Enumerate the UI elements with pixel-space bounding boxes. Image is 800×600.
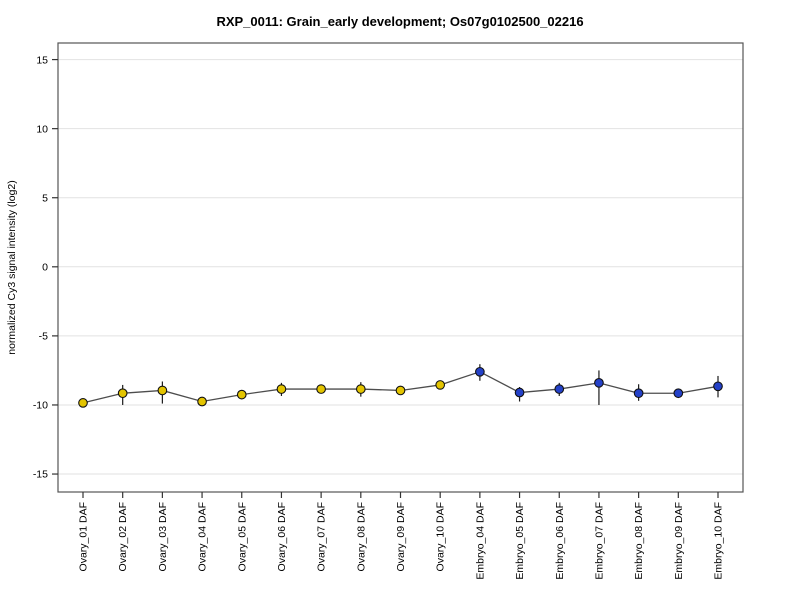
x-tick-label: Ovary_09 DAF <box>395 502 407 571</box>
data-point <box>276 384 287 394</box>
chart-title: RXP_0011: Grain_early development; Os07g… <box>216 14 583 29</box>
y-tick-label: -10 <box>33 400 48 412</box>
y-tick-label: 0 <box>42 261 48 273</box>
axes-layer: 15 10 5 0 -5 -10 -15 Ovary_01 DAF Ovary_02 DAF Ov… <box>33 42 744 580</box>
x-tick-label: Embryo_06 DAF <box>554 502 566 580</box>
grid-layer <box>58 59 743 475</box>
y-tick-label: 10 <box>36 123 48 135</box>
data-point <box>475 366 485 377</box>
plot-box <box>57 42 744 493</box>
x-tick-label: Ovary_05 DAF <box>236 502 248 571</box>
x-tick-label: Ovary_02 DAF <box>117 502 129 571</box>
y-axis-title: normalized Cy3 signal intensity (log2) <box>6 180 18 355</box>
data-point <box>594 378 604 388</box>
x-tick-label: Embryo_04 DAF <box>474 502 486 580</box>
x-tick-label: Embryo_08 DAF <box>633 502 645 580</box>
data-point <box>236 389 247 400</box>
data-point <box>713 381 723 392</box>
x-tick-label: Ovary_06 DAF <box>276 502 288 571</box>
data-point <box>554 384 565 394</box>
data-layer <box>78 364 723 408</box>
data-point <box>633 388 644 399</box>
data-point <box>316 384 326 394</box>
y-tick-label: -15 <box>33 469 48 481</box>
x-tick-label: Ovary_07 DAF <box>316 502 328 571</box>
data-point <box>78 398 88 408</box>
data-point <box>157 385 168 396</box>
x-tick-label: Embryo_07 DAF <box>593 502 605 580</box>
x-tick-label: Embryo_05 DAF <box>514 502 526 580</box>
x-tick-label: Ovary_10 DAF <box>435 502 447 571</box>
data-point <box>117 388 128 399</box>
data-point <box>197 396 207 407</box>
data-point <box>435 380 446 390</box>
data-point <box>514 387 525 398</box>
y-tick-label: 15 <box>36 54 48 66</box>
y-tick-label: 5 <box>42 192 48 204</box>
x-tick-label: Embryo_10 DAF <box>713 502 725 580</box>
data-point <box>355 384 366 394</box>
x-tick-label: Ovary_04 DAF <box>197 502 209 571</box>
y-tick-label: -5 <box>39 331 48 343</box>
x-tick-label: Embryo_09 DAF <box>673 502 685 580</box>
x-tick-label: Ovary_03 DAF <box>157 502 169 571</box>
data-point <box>673 388 684 399</box>
x-tick-label: Ovary_08 DAF <box>355 502 367 571</box>
x-tick-label: Ovary_01 DAF <box>78 502 90 571</box>
data-point <box>395 385 406 396</box>
